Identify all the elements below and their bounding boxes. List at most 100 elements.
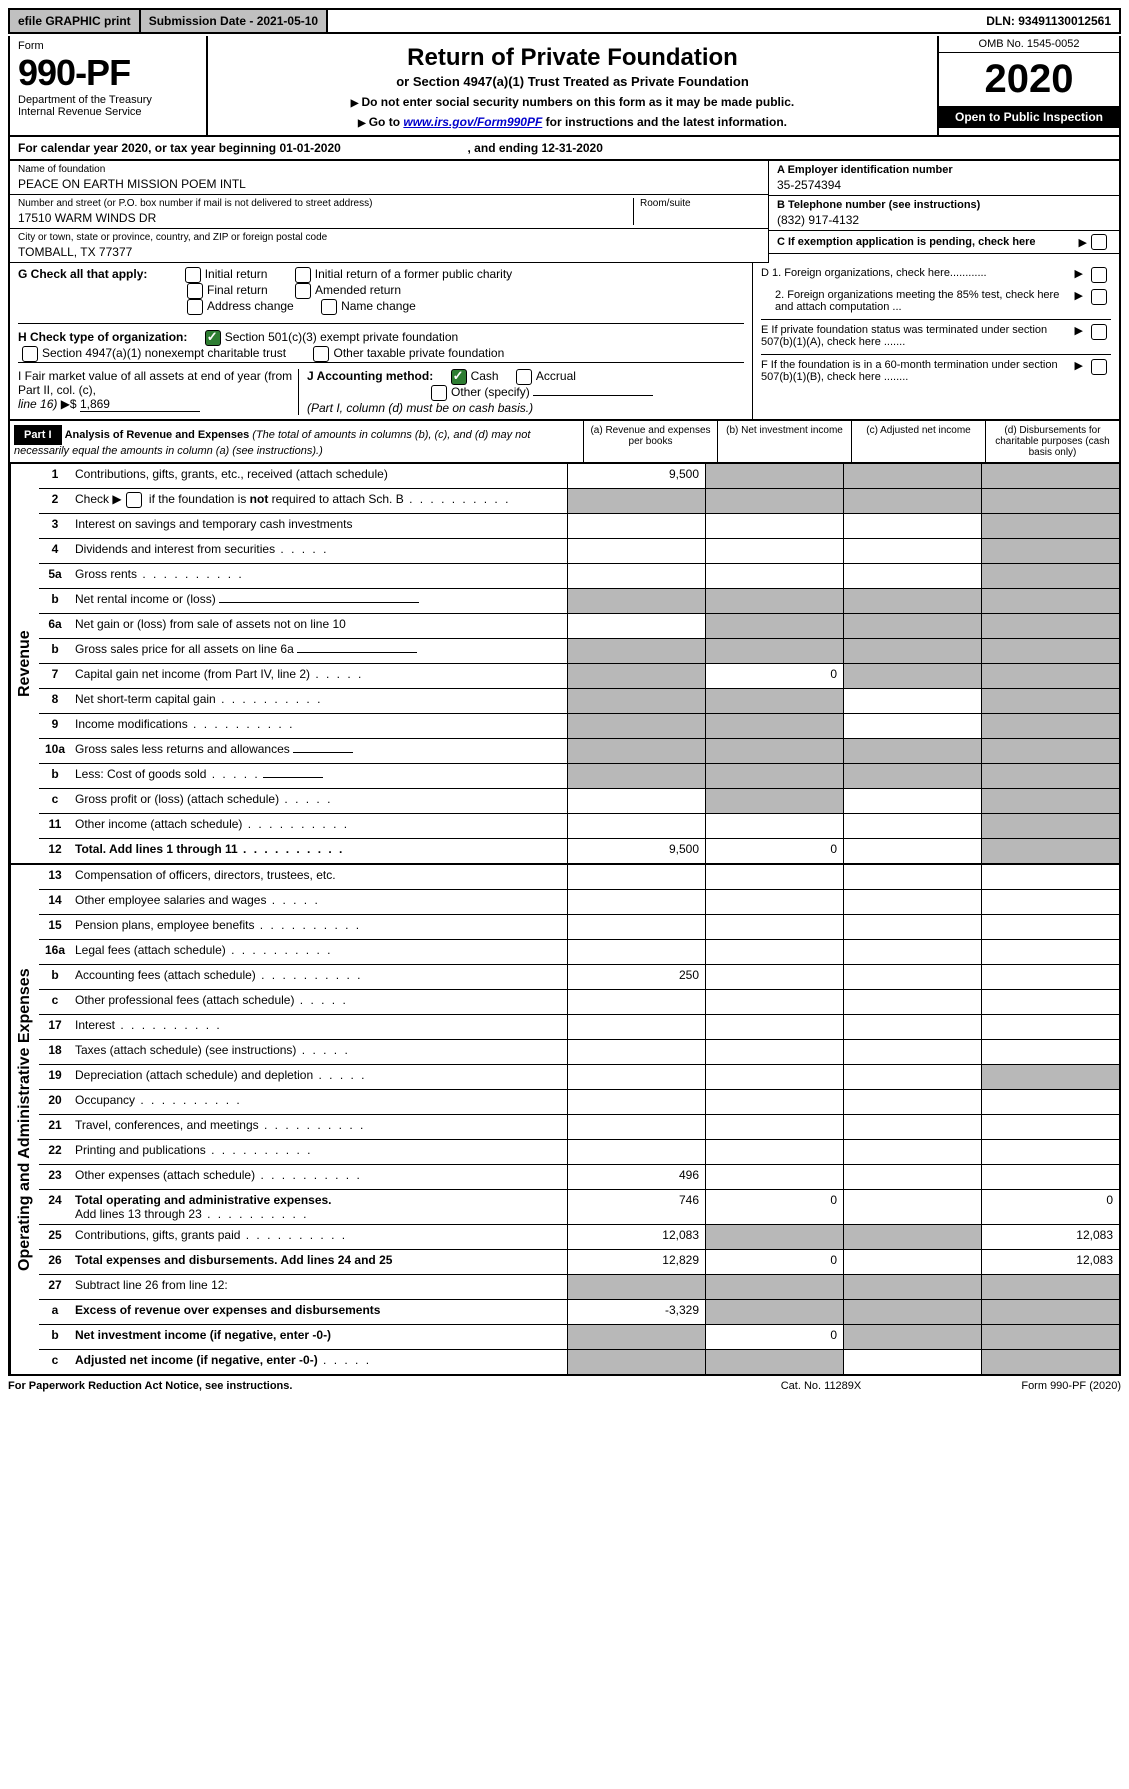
row-25-desc: Contributions, gifts, grants paid (71, 1225, 567, 1249)
col-c-head: (c) Adjusted net income (851, 421, 985, 462)
phone-label: B Telephone number (see instructions) (777, 199, 1111, 211)
c-checkbox[interactable] (1091, 234, 1107, 250)
ein-label: A Employer identification number (777, 164, 1111, 176)
row-24-a: 746 (567, 1190, 705, 1224)
d2-text: 2. Foreign organizations meeting the 85%… (761, 289, 1071, 313)
submission-date: Submission Date - 2021-05-10 (141, 10, 328, 32)
form-subtitle: or Section 4947(a)(1) Trust Treated as P… (218, 74, 927, 89)
row-6b-desc: Gross sales price for all assets on line… (71, 639, 567, 663)
g-address-change-cb[interactable] (187, 299, 203, 315)
i-label-a: I Fair market value of all assets at end… (18, 369, 292, 397)
row-27a-desc: Excess of revenue over expenses and disb… (71, 1300, 567, 1324)
row-16b-desc: Accounting fees (attach schedule) (71, 965, 567, 989)
footer: For Paperwork Reduction Act Notice, see … (8, 1376, 1121, 1396)
row-22-desc: Printing and publications (71, 1140, 567, 1164)
row-26-b: 0 (705, 1250, 843, 1274)
g-initial-former-cb[interactable] (295, 267, 311, 283)
g-name-change-cb[interactable] (321, 299, 337, 315)
row-12-desc: Total. Add lines 1 through 11 (71, 839, 567, 863)
part1-label: Part I (14, 425, 62, 445)
f-text: F If the foundation is in a 60-month ter… (761, 359, 1071, 383)
revenue-side-label: Revenue (10, 464, 39, 863)
h-501c3-cb[interactable] (205, 330, 221, 346)
part1-title: Analysis of Revenue and Expenses (65, 429, 250, 441)
i-value: 1,869 (80, 397, 200, 412)
address: 17510 WARM WINDS DR (18, 209, 633, 225)
row-27-desc: Subtract line 26 from line 12: (71, 1275, 567, 1299)
city-state-zip: TOMBALL, TX 77377 (18, 243, 760, 259)
row-12-b: 0 (705, 839, 843, 863)
row-12-a: 9,500 (567, 839, 705, 863)
j-accrual-cb[interactable] (516, 369, 532, 385)
efile-print-button[interactable]: efile GRAPHIC print (10, 10, 141, 32)
h-label: H Check type of organization: (18, 330, 187, 344)
row-1-desc: Contributions, gifts, grants, etc., rece… (71, 464, 567, 488)
row-16c-desc: Other professional fees (attach schedule… (71, 990, 567, 1014)
j-other-cb[interactable] (431, 385, 447, 401)
row-16b-a: 250 (567, 965, 705, 989)
f-cb[interactable] (1091, 359, 1107, 375)
row-18-desc: Taxes (attach schedule) (see instruction… (71, 1040, 567, 1064)
row-23-a: 496 (567, 1165, 705, 1189)
row-5b-desc: Net rental income or (loss) (71, 589, 567, 613)
j-label: J Accounting method: (307, 369, 433, 383)
row-20-desc: Occupancy (71, 1090, 567, 1114)
footer-form: Form 990-PF (2020) (921, 1380, 1121, 1392)
row-23-desc: Other expenses (attach schedule) (71, 1165, 567, 1189)
instr-2-pre: Go to (369, 115, 404, 129)
row-10c-desc: Gross profit or (loss) (attach schedule) (71, 789, 567, 813)
row-10a-desc: Gross sales less returns and allowances (71, 739, 567, 763)
form-title: Return of Private Foundation (218, 44, 927, 72)
form-header: Form 990-PF Department of the Treasury I… (8, 36, 1121, 137)
g-amended-cb[interactable] (295, 283, 311, 299)
irs-label: Internal Revenue Service (18, 106, 198, 118)
h-other-taxable-cb[interactable] (313, 346, 329, 362)
row-1-a: 9,500 (567, 464, 705, 488)
col-a-head: (a) Revenue and expenses per books (583, 421, 717, 462)
row-24-d: 0 (981, 1190, 1119, 1224)
e-text: E If private foundation status was termi… (761, 324, 1071, 348)
row-14-desc: Other employee salaries and wages (71, 890, 567, 914)
omb-number: OMB No. 1545-0052 (939, 36, 1119, 53)
g-initial-return-cb[interactable] (185, 267, 201, 283)
i-label-b: line 16) (18, 397, 57, 411)
city-label: City or town, state or province, country… (18, 232, 760, 243)
open-public-badge: Open to Public Inspection (939, 106, 1119, 128)
phone: (832) 917-4132 (777, 211, 1111, 227)
j-cash-cb[interactable] (451, 369, 467, 385)
e-cb[interactable] (1091, 324, 1107, 340)
form-label: Form (18, 40, 198, 52)
form-number: 990-PF (18, 52, 198, 94)
g-label: G Check all that apply: (18, 267, 147, 281)
dln: DLN: 93491130012561 (978, 10, 1119, 32)
row-4-desc: Dividends and interest from securities (71, 539, 567, 563)
g-final-return-cb[interactable] (187, 283, 203, 299)
row-8-desc: Net short-term capital gain (71, 689, 567, 713)
row-15-desc: Pension plans, employee benefits (71, 915, 567, 939)
row-25-a: 12,083 (567, 1225, 705, 1249)
row-2-desc: Check ▶ if the foundation is not require… (71, 489, 567, 513)
row-17-desc: Interest (71, 1015, 567, 1039)
row-5a-desc: Gross rents (71, 564, 567, 588)
ein: 35-2574394 (777, 176, 1111, 192)
d1-cb[interactable] (1091, 267, 1107, 283)
row-26-d: 12,083 (981, 1250, 1119, 1274)
row-27b-b: 0 (705, 1325, 843, 1349)
calendar-year-row: For calendar year 2020, or tax year begi… (8, 137, 1121, 161)
r2-cb[interactable] (126, 492, 142, 508)
row-16a-desc: Legal fees (attach schedule) (71, 940, 567, 964)
j-note: (Part I, column (d) must be on cash basi… (307, 401, 533, 415)
d2-cb[interactable] (1091, 289, 1107, 305)
row-27b-desc: Net investment income (if negative, ente… (71, 1325, 567, 1349)
row-11-desc: Other income (attach schedule) (71, 814, 567, 838)
room-label: Room/suite (640, 198, 760, 209)
row-13-desc: Compensation of officers, directors, tru… (71, 865, 567, 889)
row-27a-a: -3,329 (567, 1300, 705, 1324)
instr-1: Do not enter social security numbers on … (361, 95, 794, 109)
row-7-desc: Capital gain net income (from Part IV, l… (71, 664, 567, 688)
row-25-d: 12,083 (981, 1225, 1119, 1249)
footer-catno: Cat. No. 11289X (721, 1380, 921, 1392)
row-9-desc: Income modifications (71, 714, 567, 738)
h-4947-cb[interactable] (22, 346, 38, 362)
irs-link[interactable]: www.irs.gov/Form990PF (403, 115, 542, 129)
